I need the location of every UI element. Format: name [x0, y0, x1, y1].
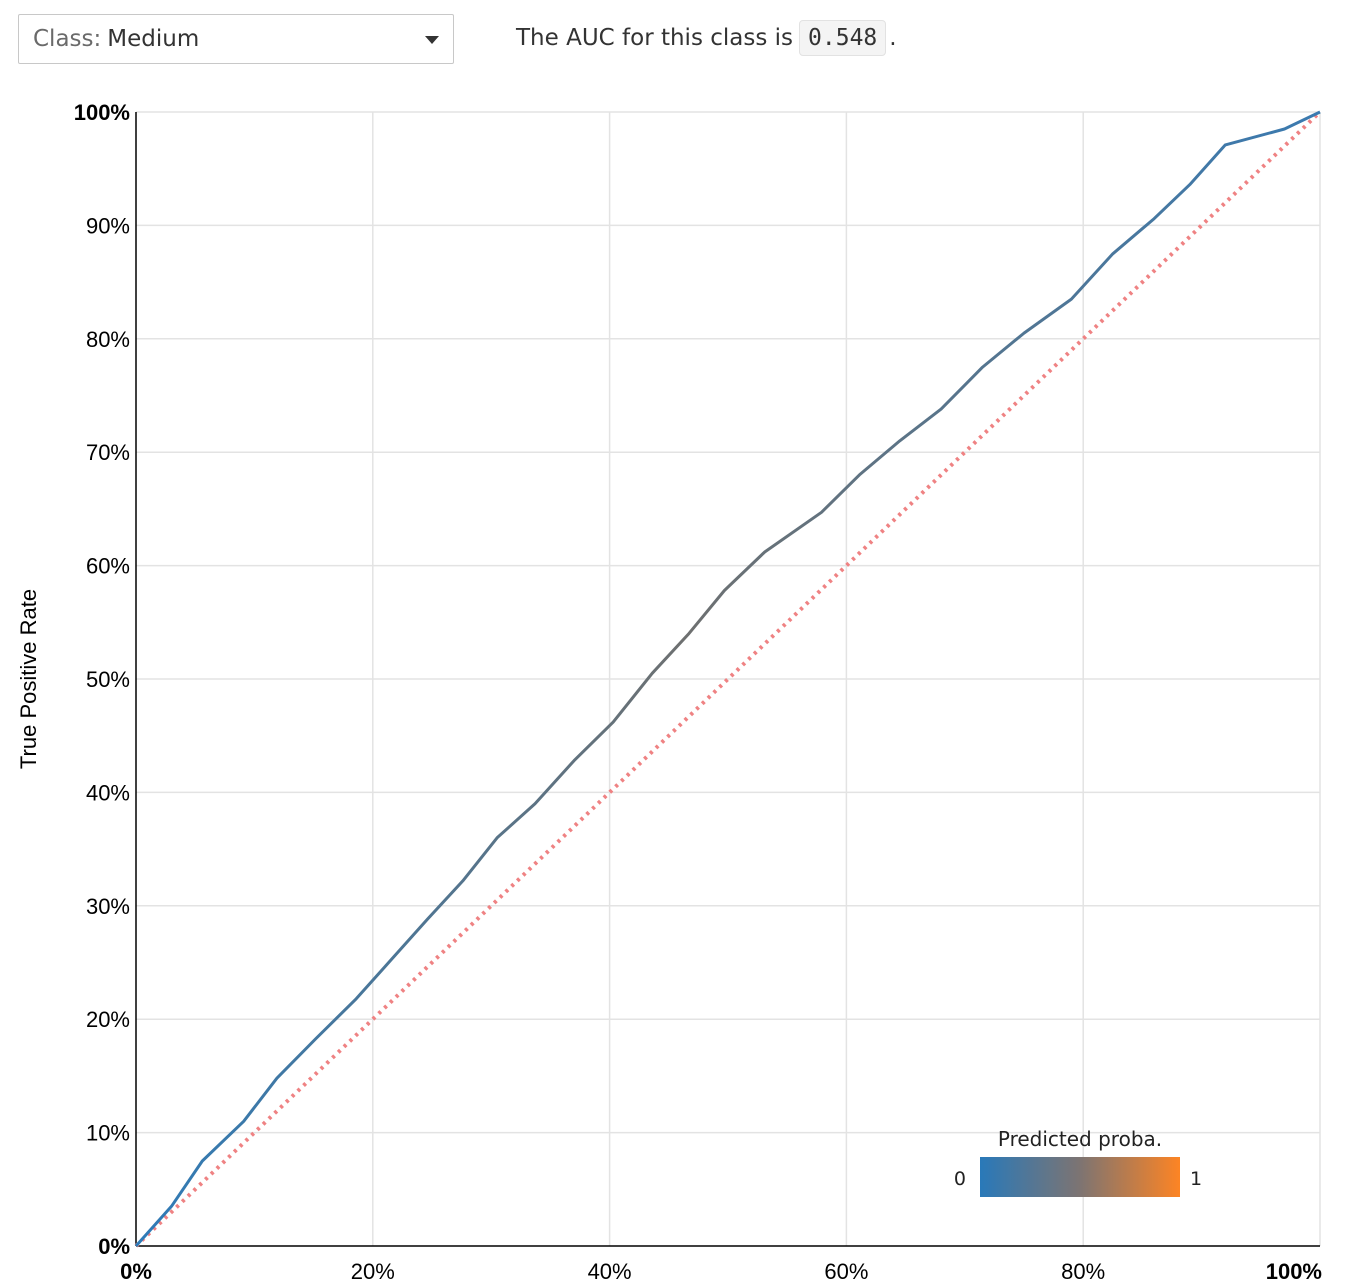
y-tick-label: 0% — [98, 1234, 130, 1259]
y-axis-label: True Positive Rate — [16, 589, 41, 769]
x-axis-ticks: 0% 20% 40% 60% 80% 100% — [120, 1259, 1322, 1284]
y-tick-label: 60% — [86, 554, 130, 579]
axes — [135, 112, 1320, 1247]
x-tick-label: 60% — [824, 1259, 868, 1284]
y-tick-label: 80% — [86, 327, 130, 352]
y-tick-label: 30% — [86, 894, 130, 919]
auc-value: 0.548 — [799, 20, 887, 56]
y-tick-label: 70% — [86, 440, 130, 465]
y-axis-ticks: 0% 10% 20% 30% 40% 50% 60% 70% 80% 90% 100% — [74, 100, 130, 1259]
auc-suffix: . — [889, 25, 897, 51]
grid-lines — [136, 111, 1321, 1246]
color-legend: Predicted proba. 0 1 — [954, 1127, 1202, 1197]
y-tick-label: 40% — [86, 780, 130, 805]
x-tick-label: 100% — [1266, 1259, 1322, 1284]
chevron-down-icon[interactable] — [425, 36, 439, 44]
class-select[interactable]: Class: Medium — [18, 14, 454, 64]
y-tick-label: 50% — [86, 667, 130, 692]
class-select-label: Class: — [33, 26, 102, 52]
x-tick-label: 80% — [1061, 1259, 1105, 1284]
y-tick-label: 90% — [86, 213, 130, 238]
y-tick-label: 10% — [86, 1121, 130, 1146]
legend-min-label: 0 — [954, 1168, 966, 1190]
legend-max-label: 1 — [1190, 1168, 1202, 1190]
x-tick-label: 20% — [351, 1259, 395, 1284]
x-tick-label: 40% — [588, 1259, 632, 1284]
legend-title: Predicted proba. — [998, 1127, 1162, 1151]
class-select-value: Medium — [107, 26, 200, 52]
y-tick-label: 100% — [74, 100, 130, 125]
auc-prefix: The AUC for this class is — [516, 25, 794, 51]
baseline-diagonal — [134, 110, 1322, 1248]
x-tick-label: 0% — [120, 1259, 152, 1284]
roc-curve-line — [134, 110, 1321, 1247]
legend-color-bar — [980, 1157, 1180, 1197]
y-tick-label: 20% — [86, 1007, 130, 1032]
auc-statement: The AUC for this class is 0.548 . — [516, 16, 897, 60]
